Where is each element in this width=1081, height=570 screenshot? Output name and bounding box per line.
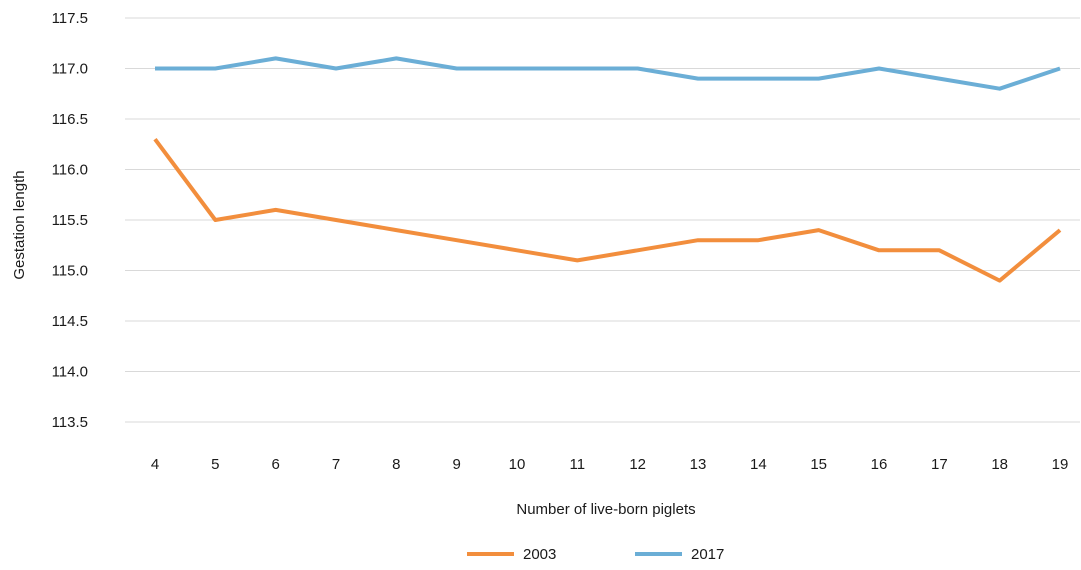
x-tick-label: 6 bbox=[271, 456, 279, 473]
y-axis-title: Gestation length bbox=[11, 170, 28, 279]
x-tick-label: 9 bbox=[452, 456, 460, 473]
x-tick-label: 16 bbox=[871, 456, 888, 473]
x-tick-label: 13 bbox=[690, 456, 707, 473]
y-tick-label: 113.5 bbox=[52, 414, 88, 431]
legend-label-2017: 2017 bbox=[691, 546, 724, 563]
x-tick-label: 7 bbox=[332, 456, 340, 473]
x-tick-label: 15 bbox=[810, 456, 827, 473]
x-tick-label: 4 bbox=[151, 456, 159, 473]
y-tick-label: 115.0 bbox=[52, 263, 88, 280]
y-tick-label: 117.0 bbox=[52, 61, 88, 78]
x-tick-label: 19 bbox=[1052, 456, 1069, 473]
legend-label-2003: 2003 bbox=[523, 546, 556, 563]
legend: 2003 2017 bbox=[467, 546, 724, 563]
x-tick-label: 5 bbox=[211, 456, 219, 473]
x-axis-title: Number of live-born piglets bbox=[516, 501, 695, 518]
x-tick-label: 17 bbox=[931, 456, 948, 473]
x-tick-label: 10 bbox=[509, 456, 526, 473]
x-tick-label: 18 bbox=[991, 456, 1008, 473]
y-tick-label: 116.0 bbox=[52, 162, 88, 179]
x-tick-label: 14 bbox=[750, 456, 767, 473]
gridlines bbox=[125, 17, 1080, 423]
y-tick-label: 116.5 bbox=[52, 111, 88, 128]
x-tick-label: 11 bbox=[570, 456, 586, 473]
y-tick-label: 114.5 bbox=[52, 313, 88, 330]
y-tick-label: 115.5 bbox=[52, 212, 88, 229]
series-line-2017 bbox=[155, 56, 1061, 91]
y-tick-label: 117.5 bbox=[52, 10, 88, 27]
y-tick-label: 114.0 bbox=[52, 364, 88, 381]
x-axis-tick-labels: 4 5 6 7 8 9 10 11 12 13 14 15 16 17 18 19 bbox=[151, 456, 1069, 473]
x-tick-label: 8 bbox=[392, 456, 400, 473]
series-line-2003 bbox=[153, 138, 1062, 283]
series-lines bbox=[153, 56, 1062, 283]
x-tick-label: 12 bbox=[629, 456, 646, 473]
y-axis-tick-labels: 113.5 114.0 114.5 115.0 115.5 116.0 116.5 117.0… bbox=[52, 10, 88, 431]
